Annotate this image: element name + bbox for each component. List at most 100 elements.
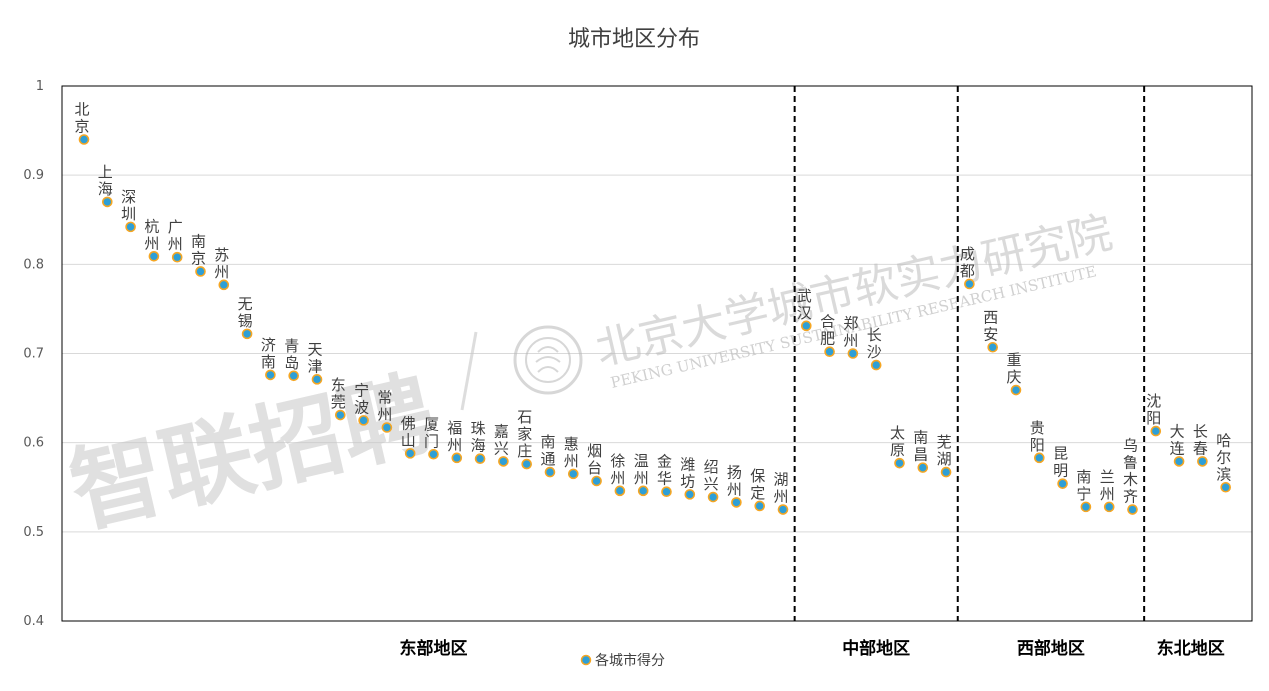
- y-tick-label: 0.8: [23, 257, 44, 272]
- city-label: 杭州: [144, 217, 159, 252]
- data-point: [311, 374, 323, 385]
- city-label: 嘉兴: [494, 422, 509, 457]
- data-points: [78, 134, 1231, 515]
- data-point: [567, 468, 579, 480]
- city-label: 烟台: [587, 442, 602, 477]
- y-tick-label: 0.6: [23, 436, 44, 451]
- city-label: 金华: [657, 453, 672, 488]
- city-label: 保定: [750, 467, 765, 502]
- city-label: 南昌: [913, 429, 928, 464]
- data-point: [102, 196, 113, 208]
- city-label: 太原: [890, 424, 905, 459]
- city-label: 苏州: [214, 246, 229, 281]
- data-point: [940, 466, 952, 478]
- city-label: 佛山: [401, 414, 416, 449]
- region-labels: 东部地区 中部地区 西部地区 东北地区: [400, 638, 1225, 659]
- city-label: 乌鲁木齐: [1123, 437, 1138, 506]
- city-label: 成都: [960, 245, 975, 280]
- city-label: 宁波: [354, 381, 369, 416]
- y-tick-label: 0.7: [23, 347, 44, 362]
- city-label: 北京: [74, 101, 89, 136]
- city-label: 深圳: [121, 188, 136, 223]
- data-point: [661, 486, 672, 498]
- city-label: 天津: [307, 340, 322, 375]
- data-point: [288, 370, 300, 382]
- region-separators: [793, 86, 1146, 621]
- region-label: 西部地区: [1017, 638, 1085, 659]
- chart-title: 城市地区分布: [568, 27, 700, 52]
- city-label: 绍兴: [704, 458, 719, 493]
- city-label: 西安: [983, 308, 998, 343]
- city-label: 贵阳: [1030, 419, 1045, 454]
- city-label: 常州: [377, 389, 392, 424]
- city-label: 兰州: [1100, 468, 1115, 503]
- data-point: [894, 457, 905, 469]
- data-point: [218, 279, 230, 291]
- city-label: 潍坊: [680, 455, 695, 490]
- watermark-divider: [460, 331, 478, 411]
- city-label: 武汉: [797, 287, 812, 322]
- city-label: 厦门: [424, 415, 439, 450]
- city-label: 青岛: [284, 337, 299, 372]
- data-point: [917, 462, 929, 473]
- city-label: 沈阳: [1146, 392, 1161, 427]
- city-label: 芜湖: [937, 433, 952, 468]
- city-label: 徐州: [610, 452, 625, 487]
- data-point: [1127, 504, 1138, 515]
- data-point: [265, 369, 276, 381]
- city-label: 长春: [1193, 422, 1208, 457]
- data-point: [521, 458, 533, 470]
- data-point: [870, 359, 882, 371]
- legend-marker: [580, 654, 592, 666]
- data-point: [148, 251, 160, 262]
- city-label: 昆明: [1053, 445, 1068, 480]
- data-point: [498, 456, 509, 467]
- data-point: [334, 409, 346, 421]
- data-point: [474, 453, 486, 465]
- city-label: 郑州: [843, 315, 858, 350]
- data-point: [800, 320, 812, 332]
- data-point: [777, 504, 789, 515]
- legend: 各城市得分: [580, 652, 665, 669]
- data-point: [78, 134, 90, 145]
- data-point: [358, 415, 369, 426]
- data-point: [404, 448, 416, 459]
- data-point: [731, 497, 742, 508]
- city-label: 石家庄: [517, 408, 532, 460]
- data-point: [451, 452, 463, 464]
- data-point: [591, 475, 602, 487]
- y-axis-ticks: 0.4 0.5 0.6 0.7 0.8 0.9 1: [23, 79, 44, 629]
- city-label: 南京: [191, 232, 206, 267]
- data-point: [1010, 384, 1022, 396]
- city-label: 扬州: [727, 463, 742, 498]
- city-label: 东莞: [331, 376, 346, 411]
- city-label: 哈尔滨: [1216, 431, 1231, 483]
- city-label: 重庆: [1006, 351, 1021, 386]
- city-label: 无锡: [238, 295, 253, 330]
- y-tick-label: 0.4: [23, 614, 44, 629]
- data-point: [1173, 456, 1185, 467]
- y-tick-label: 0.9: [23, 168, 44, 183]
- y-tick-label: 0.5: [23, 525, 44, 540]
- data-point: [1197, 456, 1208, 467]
- y-tick-label: 1: [36, 79, 44, 94]
- city-label: 南通: [540, 433, 555, 468]
- city-label: 湖州: [773, 471, 788, 506]
- data-point: [707, 491, 719, 503]
- city-label: 上海: [98, 163, 113, 198]
- city-label: 广州: [168, 218, 183, 253]
- data-point: [1150, 425, 1162, 437]
- city-label: 济南: [261, 336, 276, 371]
- data-point: [544, 466, 556, 478]
- data-point: [824, 346, 835, 358]
- city-label: 大连: [1170, 422, 1185, 457]
- data-point: [637, 485, 649, 497]
- gridlines: [62, 174, 1252, 533]
- data-point: [1103, 501, 1115, 513]
- city-label: 合肥: [820, 313, 835, 348]
- data-point: [428, 448, 439, 460]
